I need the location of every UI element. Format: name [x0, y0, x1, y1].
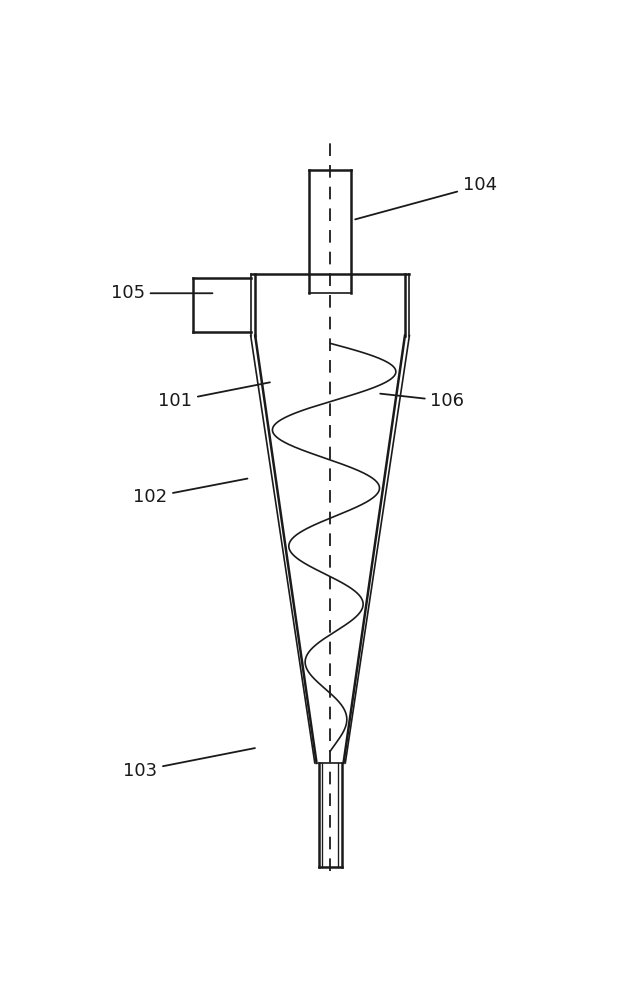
- Text: 104: 104: [355, 176, 497, 219]
- Text: 106: 106: [380, 392, 464, 410]
- Text: 103: 103: [124, 748, 255, 780]
- Text: 105: 105: [111, 284, 213, 302]
- Text: 101: 101: [158, 382, 270, 410]
- Text: 102: 102: [133, 479, 247, 506]
